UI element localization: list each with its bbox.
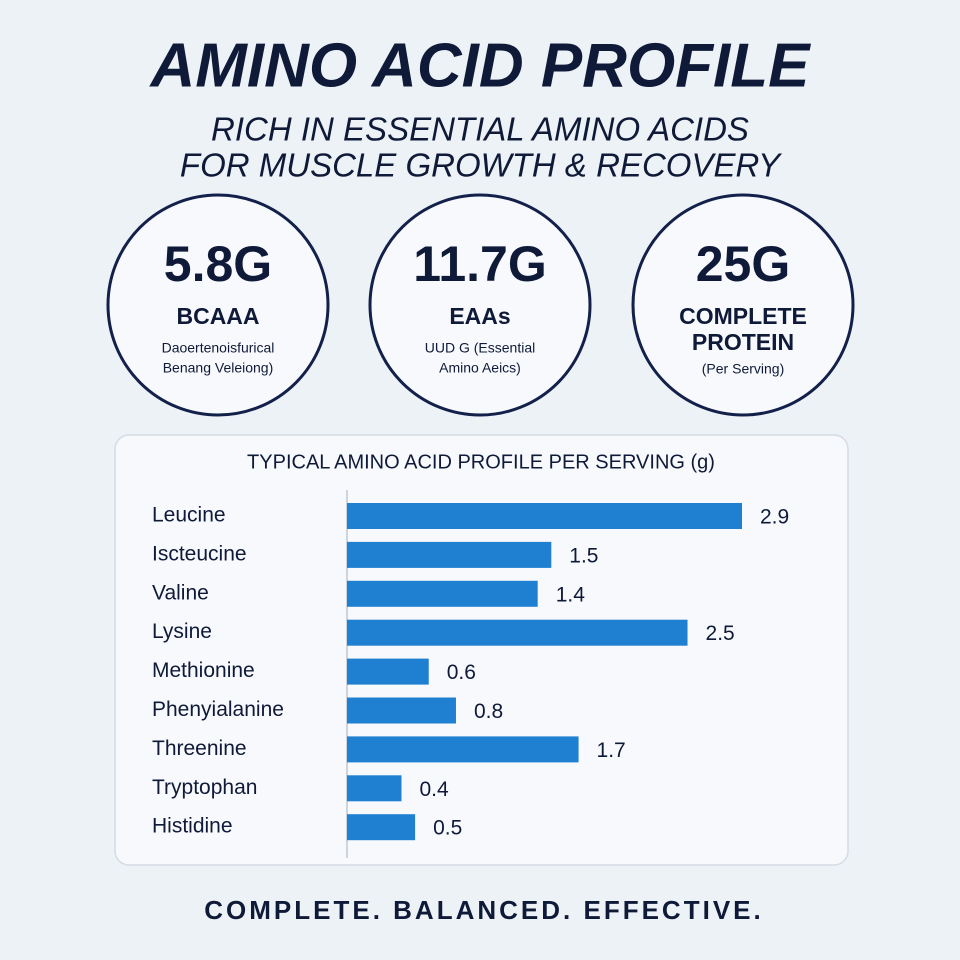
value-label: 1.4 <box>556 583 586 606</box>
stat-note: UUD G (Essential <box>425 340 535 356</box>
stat-label: PROTEIN <box>692 329 794 355</box>
bar <box>347 619 688 646</box>
bar <box>347 814 416 841</box>
bar <box>347 541 552 568</box>
bar <box>347 736 579 763</box>
stat-note: (Per Serving) <box>702 361 784 377</box>
stat-note: Benang Veleiong) <box>163 360 274 376</box>
value-label: 0.8 <box>474 700 503 723</box>
value-label: 0.5 <box>433 817 462 840</box>
value-label: 1.7 <box>597 739 626 762</box>
stat-label: BCAAA <box>176 303 259 329</box>
bar <box>347 658 429 685</box>
category-label: Phenyialanine <box>152 698 284 721</box>
bar <box>347 697 456 724</box>
category-label: Lysine <box>152 620 212 643</box>
category-label: Histidine <box>152 815 233 838</box>
stat-value: 11.7G <box>413 236 546 292</box>
value-label: 0.6 <box>447 661 476 684</box>
bar <box>347 580 538 607</box>
value-label: 2.9 <box>760 506 789 529</box>
chart-title: TYPICAL AMINO ACID PROFILE PER SERVING (… <box>247 451 715 473</box>
stat-note: Amino Aeics) <box>439 360 521 376</box>
category-label: Valine <box>152 581 209 604</box>
stat-label: EAAs <box>449 303 510 329</box>
category-label: Iscteucine <box>152 542 247 565</box>
stat-value: 5.8G <box>164 236 272 292</box>
subtitle: RICH IN ESSENTIAL AMINO ACIDS <box>211 111 749 148</box>
category-label: Threenine <box>152 737 247 760</box>
stat-note: Daoertenoisfurical <box>162 340 275 356</box>
stat-value: 25G <box>696 236 791 292</box>
chart-card <box>114 434 849 866</box>
category-label: Methionine <box>152 659 255 682</box>
title: AMINO ACID PROFILE <box>148 31 811 100</box>
bar <box>347 503 742 529</box>
stat-circle <box>631 193 855 417</box>
category-label: Tryptophan <box>152 776 257 799</box>
footer: COMPLETE. BALANCED. EFFECTIVE. <box>204 895 763 925</box>
value-label: 2.5 <box>706 622 735 645</box>
category-label: Leucine <box>152 504 226 527</box>
value-label: 0.4 <box>419 778 449 801</box>
stat-circle <box>106 193 330 417</box>
subtitle: FOR MUSCLE GROWTH & RECOVERY <box>180 147 782 184</box>
stat-circle <box>368 193 592 417</box>
stat-label: COMPLETE <box>679 303 807 329</box>
bar <box>347 775 402 802</box>
value-label: 1.5 <box>569 544 598 567</box>
